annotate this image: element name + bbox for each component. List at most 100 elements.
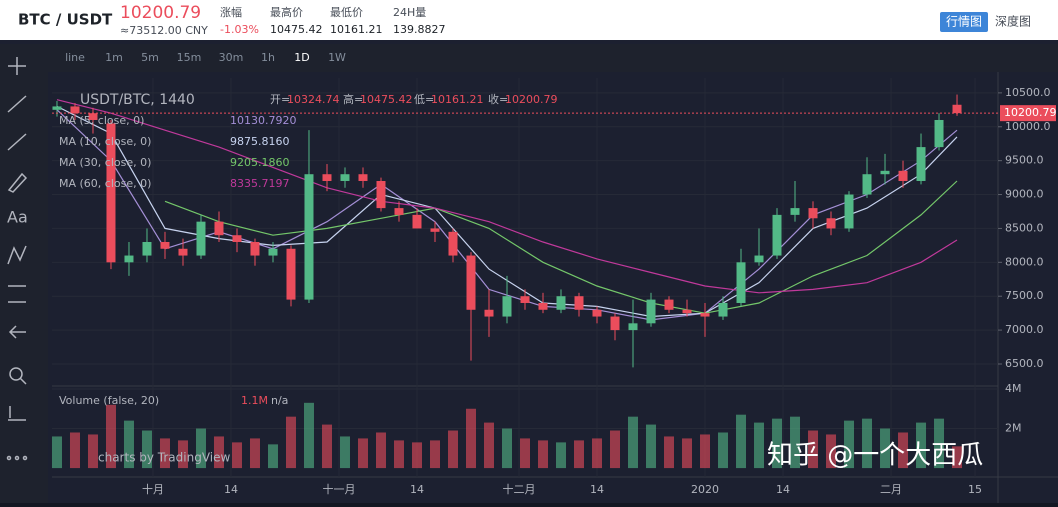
candle-body <box>628 323 638 331</box>
pair: BTC / USDT <box>18 11 113 29</box>
candle-body <box>286 248 296 300</box>
ohlc-value: 10200.79 <box>505 93 558 106</box>
icon[interactable] <box>19 377 27 385</box>
price-tag-text: 10200.79 <box>1004 106 1057 119</box>
candle-body <box>880 170 890 175</box>
tv-watermark: charts by TradingView <box>98 451 230 465</box>
candle-body <box>952 104 962 114</box>
sidebar-bg <box>0 44 48 503</box>
interval[interactable]: line <box>65 51 85 64</box>
candle-body <box>682 309 692 314</box>
interval[interactable]: 5m <box>141 51 159 64</box>
volume-bar <box>267 444 278 469</box>
volume-bar <box>375 432 386 469</box>
last-price: 10200.79 <box>120 3 201 23</box>
icon[interactable] <box>22 455 28 461</box>
candle-body <box>934 119 944 148</box>
volume-bar <box>808 430 819 469</box>
ma-value: 9205.1860 <box>230 156 290 169</box>
price-tag <box>1000 105 1056 122</box>
candle-body <box>214 221 224 236</box>
volume-value: 1.1M <box>241 394 268 407</box>
candle-body <box>160 241 170 249</box>
volume-extra: n/a <box>271 394 288 407</box>
candle-body <box>646 299 656 324</box>
legend-title: USDT/BTC, 1440 <box>80 92 195 108</box>
candle-body <box>484 309 494 317</box>
tab[interactable]: 行情图 <box>946 15 982 29</box>
ohlc-value: 10475.42 <box>360 93 413 106</box>
interval[interactable]: 15m <box>177 51 202 64</box>
volume-bar <box>213 436 224 469</box>
y-tick-label: 10500.0 <box>1005 86 1051 99</box>
x-tick-label: 15 <box>968 483 982 496</box>
icon[interactable] <box>6 455 12 461</box>
volume-bar <box>429 440 440 469</box>
ma-name: MA (30, close, 0) <box>59 156 151 169</box>
interval[interactable]: 1D <box>294 51 309 64</box>
candle-body <box>52 106 62 110</box>
volume-bar <box>754 422 765 469</box>
stat-value: 10475.42 <box>270 23 323 36</box>
candle-body <box>250 241 260 256</box>
volume-bar <box>177 440 188 469</box>
volume-bar <box>321 424 332 469</box>
candle-body <box>718 302 728 317</box>
ma-value: 9875.8160 <box>230 135 290 148</box>
candle-body <box>790 208 800 215</box>
interval[interactable]: 30m <box>219 51 244 64</box>
volume-bar <box>646 424 657 469</box>
y-tick-label: 8000.0 <box>1005 255 1044 268</box>
y-tick-label: 8500.0 <box>1005 221 1044 234</box>
candle-body <box>448 231 458 256</box>
volume-bar <box>574 440 585 469</box>
icon[interactable] <box>7 133 27 151</box>
volume-bar <box>357 438 368 469</box>
volume-bar <box>790 416 801 469</box>
icon[interactable] <box>9 367 23 381</box>
ma-name: MA (5, close, 0) <box>59 114 144 127</box>
candle-body <box>592 309 602 317</box>
volume-bar <box>159 438 170 469</box>
candle-body <box>394 208 404 215</box>
icon[interactable] <box>7 245 27 265</box>
candle-body <box>520 296 530 303</box>
volume-bar <box>934 418 945 469</box>
volume-bar <box>285 416 296 469</box>
tab[interactable]: 深度图 <box>995 14 1031 29</box>
candle-body <box>826 218 836 229</box>
candle-body <box>502 296 512 317</box>
volume-bar <box>69 432 80 469</box>
interval[interactable]: 1m <box>105 51 123 64</box>
candle-body <box>178 248 188 256</box>
icon[interactable] <box>14 455 20 461</box>
volume-bar <box>952 446 963 469</box>
ma-name: MA (10, close, 0) <box>59 135 151 148</box>
interval[interactable]: 1h <box>261 51 275 64</box>
cny-price: ≈73512.00 CNY <box>120 24 208 37</box>
icon[interactable] <box>8 325 26 339</box>
volume-bar <box>772 418 783 469</box>
candle-body <box>808 208 818 219</box>
candle-body <box>106 123 116 263</box>
volume-bar <box>880 428 891 469</box>
text-tool[interactable]: Aa <box>7 208 28 227</box>
candle-body <box>916 147 926 181</box>
y-tick-label: 10000.0 <box>1005 120 1051 133</box>
candle-body <box>268 248 278 256</box>
volume-bar <box>610 430 621 469</box>
volume-bar <box>411 442 422 469</box>
x-tick-label: 十二月 <box>502 482 535 496</box>
volume-bar <box>195 428 206 469</box>
candle-body <box>754 255 764 263</box>
icon[interactable] <box>7 172 28 193</box>
candle-body <box>304 174 314 300</box>
volume-bar <box>123 420 134 469</box>
tab-active-bg[interactable] <box>940 12 988 32</box>
icon[interactable] <box>7 95 27 113</box>
stat-value: 139.8827 <box>393 23 446 36</box>
volume-bar <box>465 408 476 469</box>
volume-bar <box>105 404 116 469</box>
volume-bar <box>826 434 837 469</box>
interval[interactable]: 1W <box>328 51 346 64</box>
